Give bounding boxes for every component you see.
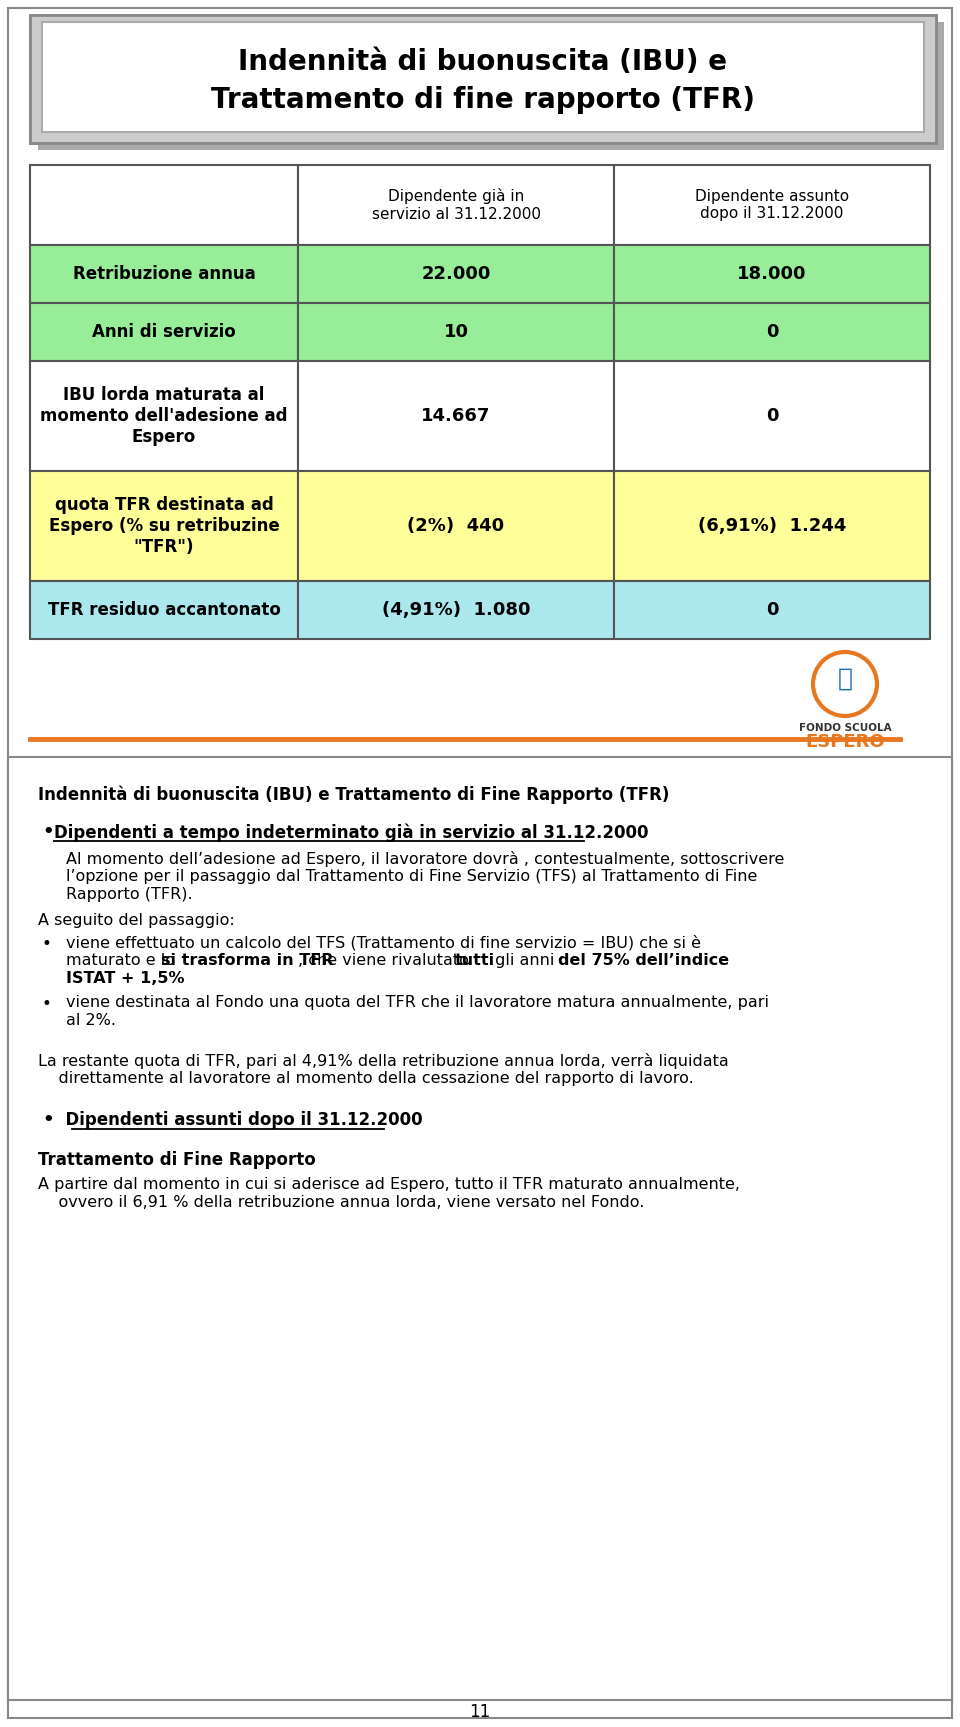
Bar (298, 580, 614, 639)
Bar (30, 16, 936, 143)
Bar (30, 471, 298, 580)
Bar (614, 471, 930, 580)
Bar (614, 166, 930, 245)
Text: viene effettuato un calcolo del TFS (Trattamento di fine servizio = IBU) che si : viene effettuato un calcolo del TFS (Tra… (66, 934, 701, 950)
Bar (38, 22, 944, 150)
Text: Indennità di buonuscita (IBU) e Trattamento di Fine Rapporto (TFR): Indennità di buonuscita (IBU) e Trattame… (38, 786, 669, 803)
Text: Anni di servizio: Anni di servizio (92, 323, 236, 340)
Bar (298, 471, 614, 580)
Text: del 75% dell’indice: del 75% dell’indice (559, 953, 730, 969)
Text: La restante quota di TFR, pari al 4,91% della retribuzione annua lorda, verrà li: La restante quota di TFR, pari al 4,91% … (38, 1053, 729, 1069)
Text: maturato e lo: maturato e lo (66, 953, 180, 969)
Text: Dipendente già in
servizio al 31.12.2000: Dipendente già in servizio al 31.12.2000 (372, 188, 540, 221)
Bar (30, 580, 298, 639)
Text: viene destinata al Fondo una quota del TFR che il lavoratore matura annualmente,: viene destinata al Fondo una quota del T… (66, 995, 769, 1010)
Text: 0: 0 (766, 323, 779, 340)
Text: 18.000: 18.000 (737, 264, 806, 283)
Bar (298, 245, 614, 302)
Text: 0: 0 (766, 601, 779, 618)
Bar (614, 361, 930, 471)
Text: •: • (42, 934, 52, 953)
Text: l’opzione per il passaggio dal Trattamento di Fine Servizio (TFS) al Trattamento: l’opzione per il passaggio dal Trattamen… (66, 869, 757, 884)
Text: si trasforma in TFR: si trasforma in TFR (161, 953, 334, 969)
Text: (6,91%)  1.244: (6,91%) 1.244 (698, 516, 846, 535)
Text: (4,91%)  1.080: (4,91%) 1.080 (382, 601, 530, 618)
Text: ISTAT + 1,5%: ISTAT + 1,5% (66, 971, 184, 986)
Text: 14.667: 14.667 (421, 408, 491, 425)
Text: •: • (42, 824, 54, 841)
Bar (8, 756, 952, 1699)
Bar (298, 361, 614, 471)
Text: Retribuzione annua: Retribuzione annua (73, 264, 255, 283)
Text: (2%)  440: (2%) 440 (407, 516, 505, 535)
Text: A seguito del passaggio:: A seguito del passaggio: (38, 914, 235, 927)
Text: Dipendente assunto
dopo il 31.12.2000: Dipendente assunto dopo il 31.12.2000 (695, 188, 849, 221)
Bar (614, 580, 930, 639)
Text: 10: 10 (444, 323, 468, 340)
Text: gli anni: gli anni (491, 953, 560, 969)
Text: quota TFR destinata ad
Espero (% su retribuzine
"TFR"): quota TFR destinata ad Espero (% su retr… (49, 496, 279, 556)
Bar (30, 361, 298, 471)
Bar (30, 166, 298, 245)
Text: Trattamento di Fine Rapporto: Trattamento di Fine Rapporto (38, 1150, 316, 1169)
Text: ovvero il 6,91 % della retribuzione annua lorda, viene versato nel Fondo.: ovvero il 6,91 % della retribuzione annu… (38, 1195, 644, 1211)
Bar (30, 16, 936, 143)
Bar (298, 302, 614, 361)
Text: 0: 0 (766, 408, 779, 425)
Text: FONDO SCUOLA: FONDO SCUOLA (799, 724, 891, 732)
Text: 👥: 👥 (837, 667, 852, 691)
Text: al 2%.: al 2%. (66, 1014, 116, 1028)
Text: ESPERO: ESPERO (805, 732, 885, 751)
Text: 22.000: 22.000 (421, 264, 491, 283)
Text: •: • (42, 995, 52, 1014)
Text: 11: 11 (469, 1703, 491, 1722)
Text: Trattamento di fine rapporto (TFR): Trattamento di fine rapporto (TFR) (211, 86, 755, 114)
Bar (614, 245, 930, 302)
Bar (298, 166, 614, 245)
Text: Dipendenti a tempo indeterminato già in servizio al 31.12.2000: Dipendenti a tempo indeterminato già in … (54, 824, 649, 841)
Text: Al momento dell’adesione ad Espero, il lavoratore dovrà , contestualmente, sotto: Al momento dell’adesione ad Espero, il l… (66, 851, 784, 867)
Text: Dipendenti assunti dopo il 31.12.2000: Dipendenti assunti dopo il 31.12.2000 (54, 1110, 422, 1129)
Bar (42, 22, 924, 131)
Text: IBU lorda maturata al
momento dell'adesione ad
Espero: IBU lorda maturata al momento dell'adesi… (40, 387, 288, 446)
Text: Indennità di buonuscita (IBU) e: Indennità di buonuscita (IBU) e (238, 48, 728, 76)
Text: tutti: tutti (454, 953, 494, 969)
Text: Rapporto (TFR).: Rapporto (TFR). (66, 888, 193, 901)
Text: direttamente al lavoratore al momento della cessazione del rapporto di lavoro.: direttamente al lavoratore al momento de… (38, 1071, 694, 1086)
Bar (614, 302, 930, 361)
Bar (30, 302, 298, 361)
Text: A partire dal momento in cui si aderisce ad Espero, tutto il TFR maturato annual: A partire dal momento in cui si aderisce… (38, 1178, 740, 1192)
Text: TFR residuo accantonato: TFR residuo accantonato (48, 601, 280, 618)
Text: •: • (42, 1110, 54, 1129)
Bar (30, 245, 298, 302)
Text: , che viene rivalutato: , che viene rivalutato (298, 953, 474, 969)
